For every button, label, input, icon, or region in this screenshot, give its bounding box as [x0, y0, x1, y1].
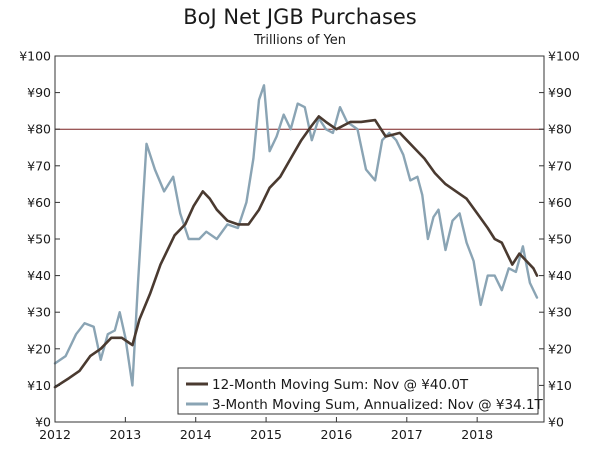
y-tick-label-left: ¥80: [27, 122, 51, 137]
y-tick-label-left: ¥60: [27, 195, 51, 210]
chart-title: BoJ Net JGB Purchases: [183, 5, 417, 29]
y-tick-label-right: ¥10: [548, 378, 572, 393]
y-tick-label-right: ¥50: [548, 232, 572, 247]
y-tick-label-right: ¥70: [548, 158, 572, 173]
y-tick-label-left: ¥100: [19, 49, 51, 64]
y-tick-label-left: ¥50: [27, 232, 51, 247]
y-tick-label-right: ¥80: [548, 122, 572, 137]
x-tick-label: 2014: [180, 427, 212, 442]
x-tick-label: 2012: [39, 427, 71, 442]
legend: 12-Month Moving Sum: Nov @ ¥40.0T 3-Mont…: [177, 367, 544, 415]
series-line-3-month-moving-sum: [53, 84, 539, 387]
y-tick-label-right: ¥100: [548, 49, 580, 64]
x-tick-label: 2013: [109, 427, 141, 442]
y-tick-label-right: ¥30: [548, 305, 572, 320]
y-tick-label-left: ¥30: [27, 305, 51, 320]
y-tick-label-left: ¥70: [27, 158, 51, 173]
y-tick-label-right: ¥60: [548, 195, 572, 210]
y-tick-label-left: ¥10: [27, 378, 51, 393]
y-tick-label-right: ¥90: [548, 85, 572, 100]
y-tick-label-left: ¥0: [35, 415, 51, 430]
y-tick-label-right: ¥40: [548, 268, 572, 283]
x-tick-label: 2017: [391, 427, 423, 442]
chart-subtitle: Trillions of Yen: [253, 33, 347, 48]
plot-frame: [54, 55, 545, 423]
x-tick-label: 2015: [250, 427, 282, 442]
y-tick-label-right: ¥20: [548, 341, 572, 356]
y-tick-label-left: ¥90: [27, 85, 51, 100]
x-tick-label: 2016: [321, 427, 353, 442]
legend-label-12-month: 12-Month Moving Sum: Nov @ ¥40.0T: [212, 377, 469, 393]
y-tick-label-left: ¥20: [27, 341, 51, 356]
legend-box: [177, 367, 539, 415]
y-tick-label-right: ¥0: [548, 415, 564, 430]
series-line-12-month-moving-sum: [53, 115, 539, 389]
y-tick-label-left: ¥40: [27, 268, 51, 283]
x-tick-label: 2018: [461, 427, 493, 442]
legend-label-3-month: 3-Month Moving Sum, Annualized: Nov @ ¥3…: [212, 397, 544, 413]
